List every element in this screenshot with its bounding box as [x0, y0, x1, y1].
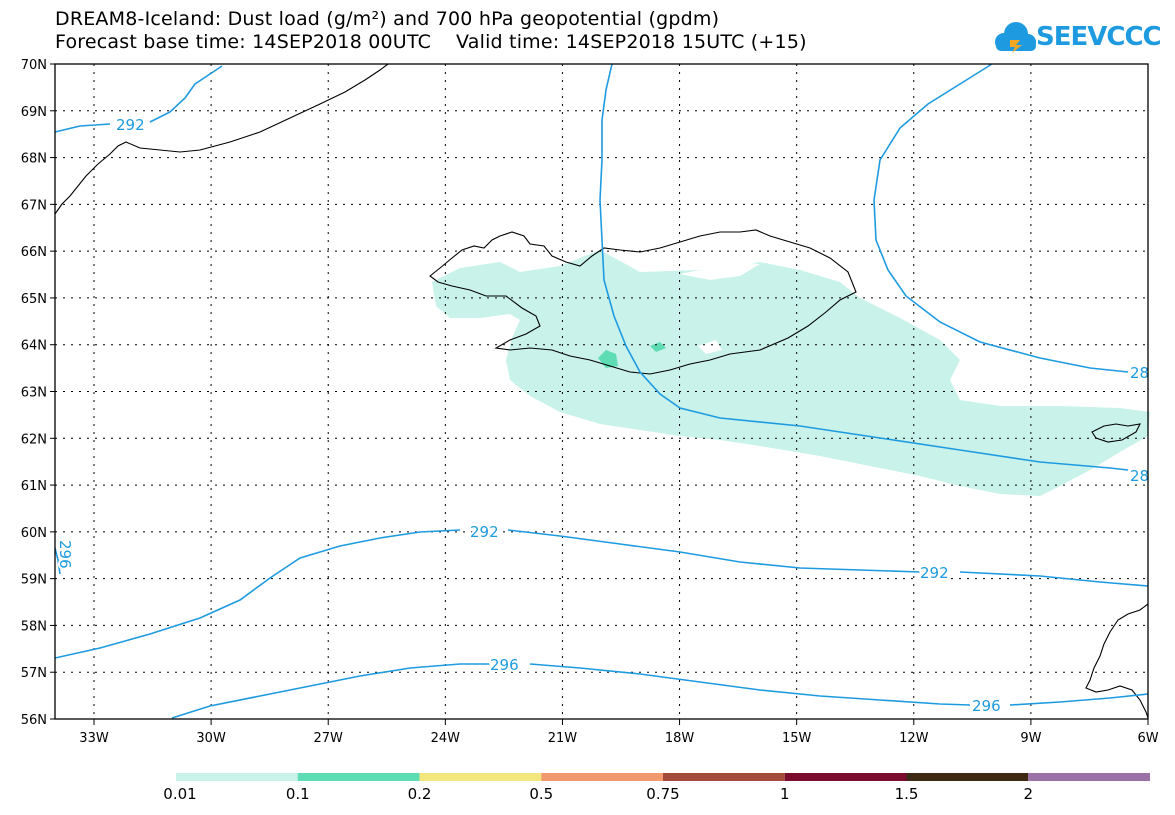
colorbar-swatch: [906, 773, 1029, 781]
greenland-coast: [54, 63, 389, 215]
contour-label: 292: [470, 523, 499, 541]
dust-area-medium-2: [650, 342, 666, 352]
colorbar-swatch: [663, 773, 785, 781]
lat-label: 58N: [21, 619, 47, 634]
lon-label: 30W: [196, 731, 226, 746]
contour-296-south: [171, 663, 1149, 719]
colorbar-tick-label: 0.2: [407, 785, 432, 803]
lat-label: 67N: [21, 198, 47, 213]
contour-label: 292: [920, 564, 949, 582]
lat-label: 61N: [21, 479, 47, 494]
faroe-coast: [1091, 423, 1141, 443]
lon-label: 6W: [1137, 731, 1158, 746]
lat-label: 69N: [21, 105, 47, 120]
logo-text: SEEVCCC: [1036, 22, 1162, 52]
colorbar-swatch: [297, 773, 420, 781]
lat-label: 56N: [21, 713, 47, 728]
axis-ticks: [50, 63, 1149, 725]
lat-label: 65N: [21, 292, 47, 307]
contour-label: 28: [1130, 364, 1149, 382]
colorbar-tick-label: 0.01: [163, 785, 197, 803]
lat-label: 68N: [21, 152, 47, 167]
contour-label: 296: [490, 656, 519, 674]
colorbar-swatch: [176, 773, 298, 781]
dust-gap-2: [680, 262, 760, 280]
lon-label: 24W: [431, 731, 461, 746]
lat-label: 63N: [21, 386, 47, 401]
contour-292-south: [54, 529, 1149, 659]
longitude-labels: 33W 30W 27W 24W 21W 18W 15W 12W 9W 6W: [79, 731, 1158, 746]
colorbar-swatch: [541, 773, 663, 781]
contour-labels: 292 292 292 296 296 28 28 296: [54, 114, 1151, 717]
lon-label: 33W: [79, 731, 109, 746]
lon-label: 21W: [548, 731, 578, 746]
lat-label: 64N: [21, 339, 47, 354]
lat-label: 70N: [21, 58, 47, 73]
lat-label: 59N: [21, 573, 47, 588]
colorbar: [176, 773, 1150, 781]
colorbar-swatch: [419, 773, 542, 781]
map-grid: [55, 64, 1148, 719]
geopotential-contours: [54, 63, 1149, 719]
latitude-labels: 70N 69N 68N 67N 66N 65N 64N 63N 62N 61N 60N 59N 58N 5…: [21, 58, 47, 728]
lat-label: 62N: [21, 432, 47, 447]
lon-label: 15W: [782, 731, 812, 746]
cloud-icon: [995, 22, 1036, 53]
lon-label: 27W: [314, 731, 344, 746]
coastlines: [54, 63, 1149, 719]
colorbar-tick-label: 0.5: [529, 785, 554, 803]
contour-288-central: [599, 63, 1129, 471]
lon-label: 9W: [1020, 731, 1041, 746]
iceland-coast: [429, 229, 857, 375]
map-title: DREAM8-Iceland: Dust load (g/m²) and 700…: [55, 8, 720, 30]
dust-gap-1: [698, 340, 722, 354]
colorbar-tick-label: 2: [1023, 785, 1034, 803]
seevccc-logo: [995, 22, 1036, 53]
contour-288-east: [873, 63, 1129, 373]
dust-area-light: [432, 250, 1150, 496]
contour-296-west-edge: [54, 547, 61, 575]
colorbar-tick-label: 1.5: [894, 785, 919, 803]
contour-label: 292: [116, 116, 145, 134]
colorbar-swatch: [784, 773, 907, 781]
lat-label: 60N: [21, 526, 47, 541]
dust-load-shading: [432, 250, 1150, 496]
contour-label: 296: [56, 540, 74, 569]
lat-label: 57N: [21, 666, 47, 681]
lon-label: 18W: [665, 731, 695, 746]
colorbar-tick-label: 0.1: [285, 785, 310, 803]
lon-label: 12W: [899, 731, 929, 746]
colorbar-tick-label: 1: [779, 785, 790, 803]
contour-292-north-b: [149, 65, 223, 123]
map-subtitle-times: Forecast base time: 14SEP2018 00UTC Vali…: [55, 31, 807, 53]
contour-label: 28: [1130, 467, 1149, 485]
contour-292-north: [54, 123, 111, 133]
lat-label: 66N: [21, 245, 47, 260]
scotland-coast: [1085, 603, 1149, 719]
colorbar-tick-label: 0.75: [646, 785, 680, 803]
contour-label: 296: [972, 697, 1001, 715]
colorbar-swatch: [1028, 773, 1150, 781]
